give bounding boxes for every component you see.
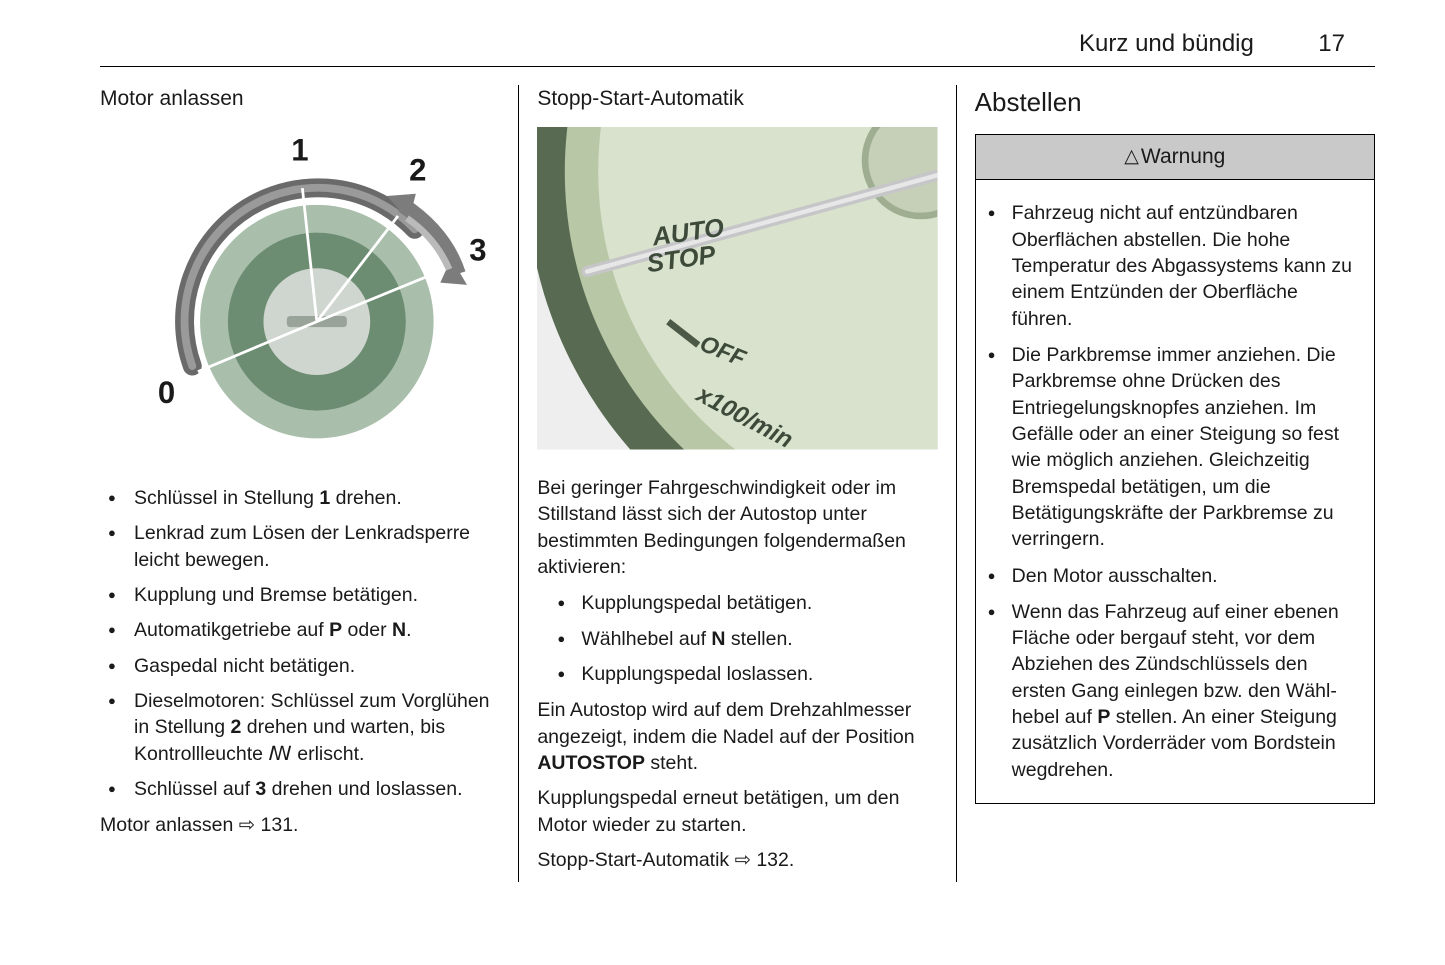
svg-text:0: 0 xyxy=(158,375,175,410)
column-motor-anlassen: Motor anlassen xyxy=(100,85,519,882)
col2-p3: Kupplungspedal erneut betätigen, um den … xyxy=(537,785,937,838)
col2-p2: Ein Autostop wird auf dem Drehzahl­messe… xyxy=(537,697,937,776)
col1-b2: Lenkrad zum Lösen der Lenkrad­sperre lei… xyxy=(100,520,500,573)
section-title: Kurz und bündig xyxy=(1079,30,1254,58)
svg-text:1: 1 xyxy=(291,133,308,168)
col1-b3: Kupplung und Bremse betätigen. xyxy=(100,582,500,608)
col1-heading: Motor anlassen xyxy=(100,85,500,113)
col2-heading: Stopp-Start-Automatik xyxy=(537,85,937,113)
tachometer-figure: AUTO STOP OFF x100/min xyxy=(537,127,937,449)
col1-ref: Motor anlassen ⇨ 131. xyxy=(100,812,500,838)
ignition-dial-figure: 0 1 2 3 xyxy=(100,127,500,449)
warning-box: △Warnung Fahrzeug nicht auf entzündba­re… xyxy=(975,134,1375,804)
ref-arrow-icon: ⇨ xyxy=(735,849,751,871)
column-abstellen: Abstellen △Warnung Fahrzeug nicht auf en… xyxy=(957,85,1375,882)
col2-b2: Wählhebel auf N stellen. xyxy=(537,626,937,652)
col1-bullets: Schlüssel in Stellung 1 drehen. Lenkrad … xyxy=(100,485,500,802)
column-stopp-start: Stopp-Start-Automatik xyxy=(519,85,956,882)
col2-ref: Stopp-Start-Automatik ⇨ 132. xyxy=(537,847,937,873)
preheat-icon: ꟿ xyxy=(268,743,291,765)
warn-b4: Wenn das Fahrzeug auf einer ebenen Fläch… xyxy=(982,599,1362,783)
col1-b6: Dieselmotoren: Schlüssel zum Vorglühen i… xyxy=(100,688,500,767)
warn-b1: Fahrzeug nicht auf entzündba­ren Oberflä… xyxy=(982,200,1362,332)
col1-b7: Schlüssel auf 3 drehen und los­lassen. xyxy=(100,776,500,802)
page-number: 17 xyxy=(1318,30,1345,58)
warn-b3: Den Motor ausschalten. xyxy=(982,563,1362,589)
col1-b4: Automatikgetriebe auf P oder N. xyxy=(100,617,500,643)
warning-header: △Warnung xyxy=(976,135,1374,180)
page-header: Kurz und bündig 17 xyxy=(100,30,1375,67)
col2-p1: Bei geringer Fahrgeschwindigkeit oder im… xyxy=(537,475,937,580)
warn-b2: Die Parkbremse immer anzie­hen. Die Park… xyxy=(982,342,1362,553)
col2-b1: Kupplungspedal betätigen. xyxy=(537,590,937,616)
warning-body: Fahrzeug nicht auf entzündba­ren Oberflä… xyxy=(976,180,1374,803)
col2-bullets: Kupplungspedal betätigen. Wählhebel auf … xyxy=(537,590,937,687)
col1-b5: Gaspedal nicht betätigen. xyxy=(100,653,500,679)
manual-page: Kurz und bündig 17 Motor anlassen xyxy=(0,0,1445,965)
ref-arrow-icon: ⇨ xyxy=(239,814,255,836)
col1-b1: Schlüssel in Stellung 1 drehen. xyxy=(100,485,500,511)
col2-b3: Kupplungspedal loslassen. xyxy=(537,661,937,687)
svg-text:2: 2 xyxy=(409,153,426,188)
svg-text:3: 3 xyxy=(469,233,486,268)
content-columns: Motor anlassen xyxy=(100,85,1375,882)
warning-triangle-icon: △ xyxy=(1124,144,1139,170)
col3-heading: Abstellen xyxy=(975,85,1375,120)
